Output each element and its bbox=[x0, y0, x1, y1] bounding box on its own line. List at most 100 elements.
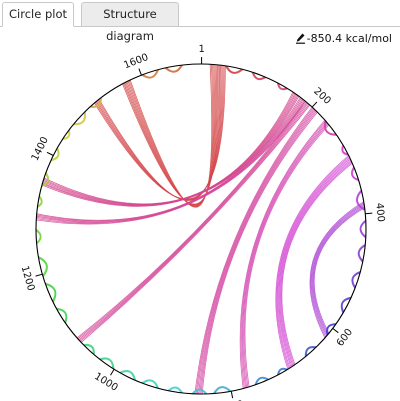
base-pair-arc-103 bbox=[341, 298, 351, 312]
tick-label-600: 600 bbox=[335, 327, 355, 349]
base-pair-arc-126 bbox=[192, 389, 207, 395]
base-pair-arc-158 bbox=[38, 257, 48, 277]
base-pair-arc-0 bbox=[129, 64, 213, 208]
base-pair-arc-36 bbox=[198, 109, 316, 395]
base-pair-arc-83 bbox=[352, 168, 359, 180]
base-pair-arc-172 bbox=[50, 147, 60, 162]
base-pair-arc-106 bbox=[326, 324, 336, 335]
base-pair-arc-191 bbox=[142, 69, 158, 78]
base-pair-arc-34 bbox=[195, 107, 314, 394]
base-pair-arc-26 bbox=[36, 100, 306, 225]
base-pair-arc-178 bbox=[62, 130, 70, 139]
base-pair-arc-111 bbox=[306, 347, 316, 356]
base-pair-arc-50 bbox=[278, 159, 352, 367]
base-pair-arc-56 bbox=[311, 203, 365, 337]
base-pair-arc-44 bbox=[243, 123, 329, 388]
tick-label-200: 200 bbox=[311, 86, 333, 107]
tick-mark-6 bbox=[35, 273, 43, 277]
base-pair-arc-169 bbox=[41, 172, 49, 187]
base-pair-arc-181 bbox=[73, 111, 86, 125]
base-pair-arc-25 bbox=[36, 100, 305, 224]
base-pair-arc-35 bbox=[196, 108, 315, 395]
base-pair-arc-1 bbox=[128, 64, 214, 208]
base-pair-arc-129 bbox=[168, 386, 183, 394]
base-pair-arc-141 bbox=[99, 357, 114, 370]
tick-label-1000: 1000 bbox=[92, 371, 119, 394]
pen-icon bbox=[295, 33, 305, 44]
base-pair-arc-41 bbox=[240, 120, 327, 389]
base-pair-arc-63 bbox=[226, 65, 242, 73]
base-pair-arc-123 bbox=[214, 387, 230, 394]
base-pair-arc-57 bbox=[312, 204, 365, 336]
base-pair-arc-23 bbox=[36, 98, 303, 223]
base-pair-arc-160 bbox=[35, 228, 42, 245]
base-pair-arc-39 bbox=[201, 111, 318, 395]
base-pair-arc-30 bbox=[79, 103, 309, 341]
base-pair-arc-6 bbox=[123, 64, 218, 205]
base-pair-arc-120 bbox=[212, 386, 232, 394]
base-pair-arc-159 bbox=[38, 257, 47, 276]
base-pair-arc-95 bbox=[358, 245, 366, 261]
circle-plot: 12004006008001000120014001600 bbox=[19, 44, 386, 401]
tick-mark-2 bbox=[365, 212, 373, 215]
base-pair-arc-20 bbox=[41, 96, 300, 207]
base-pair-arc-17 bbox=[42, 93, 297, 206]
base-pair-arc-14 bbox=[43, 91, 294, 205]
base-pair-arc-145 bbox=[83, 344, 95, 355]
base-pair-arc-12 bbox=[95, 65, 225, 200]
base-pair-arc-163 bbox=[35, 230, 41, 243]
base-pair-arc-59 bbox=[313, 207, 365, 334]
tick-mark-8 bbox=[138, 68, 142, 76]
base-pair-arc-121 bbox=[213, 386, 231, 394]
backbone-circle bbox=[35, 63, 367, 395]
base-pair-arc-131 bbox=[169, 387, 182, 393]
base-pair-arc-115 bbox=[278, 369, 287, 375]
tab-structure-diagram[interactable]: Structure diagram bbox=[81, 2, 179, 43]
base-pair-arc-124 bbox=[191, 388, 208, 395]
base-pair-arc-152 bbox=[44, 282, 57, 303]
base-pair-arc-164 bbox=[37, 195, 43, 209]
base-pair-arc-3 bbox=[126, 64, 215, 207]
base-pair-arc-27 bbox=[76, 100, 306, 339]
tick-mark-1 bbox=[311, 101, 318, 108]
base-pair-arc-43 bbox=[242, 122, 328, 388]
base-pair-arc-185 bbox=[90, 97, 102, 108]
base-pair-arc-128 bbox=[167, 386, 184, 394]
tick-label-1200: 1200 bbox=[19, 265, 37, 292]
tab-bar: Circle plot Structure diagram bbox=[0, 0, 400, 43]
base-pair-arc-70 bbox=[277, 83, 287, 90]
base-pair-arc-31 bbox=[80, 103, 310, 342]
free-energy-readout: -850.4 kcal/mol bbox=[295, 32, 392, 45]
base-pair-arc-88 bbox=[359, 219, 366, 239]
base-pair-arc-195 bbox=[166, 65, 182, 72]
base-pair-arc-21 bbox=[36, 97, 301, 221]
base-pair-arc-114 bbox=[277, 368, 287, 375]
base-pair-arc-32 bbox=[80, 104, 311, 343]
base-pair-arc-165 bbox=[37, 196, 43, 208]
base-pair-arc-53 bbox=[281, 162, 353, 365]
base-pair-arc-139 bbox=[120, 371, 135, 380]
base-pair-arc-33 bbox=[194, 106, 313, 394]
base-pair-arc-186 bbox=[90, 98, 102, 107]
tick-label-800: 800 bbox=[224, 399, 245, 401]
base-pair-arc-194 bbox=[165, 65, 182, 72]
base-pair-arc-116 bbox=[254, 376, 270, 386]
base-pair-arc-86 bbox=[356, 190, 365, 210]
base-pair-arc-40 bbox=[239, 119, 326, 389]
base-pair-arc-91 bbox=[360, 221, 367, 237]
base-pair-arc-51 bbox=[279, 160, 352, 367]
base-pair-arc-108 bbox=[304, 345, 317, 357]
tab-circle-plot[interactable]: Circle plot bbox=[2, 2, 74, 27]
base-pair-arc-171 bbox=[41, 173, 48, 186]
base-pair-arc-137 bbox=[119, 370, 136, 381]
base-pair-arc-54 bbox=[309, 201, 364, 339]
tick-mark-4 bbox=[230, 391, 234, 399]
base-pair-arc-177 bbox=[62, 129, 71, 140]
base-pair-arc-46 bbox=[275, 155, 349, 370]
tick-mark-3 bbox=[332, 328, 339, 334]
base-pair-arc-67 bbox=[253, 72, 265, 79]
base-pair-arc-5 bbox=[124, 64, 217, 206]
base-pair-arc-75 bbox=[325, 121, 336, 135]
base-pair-arc-66 bbox=[252, 72, 266, 80]
base-pair-arc-45 bbox=[244, 124, 330, 387]
